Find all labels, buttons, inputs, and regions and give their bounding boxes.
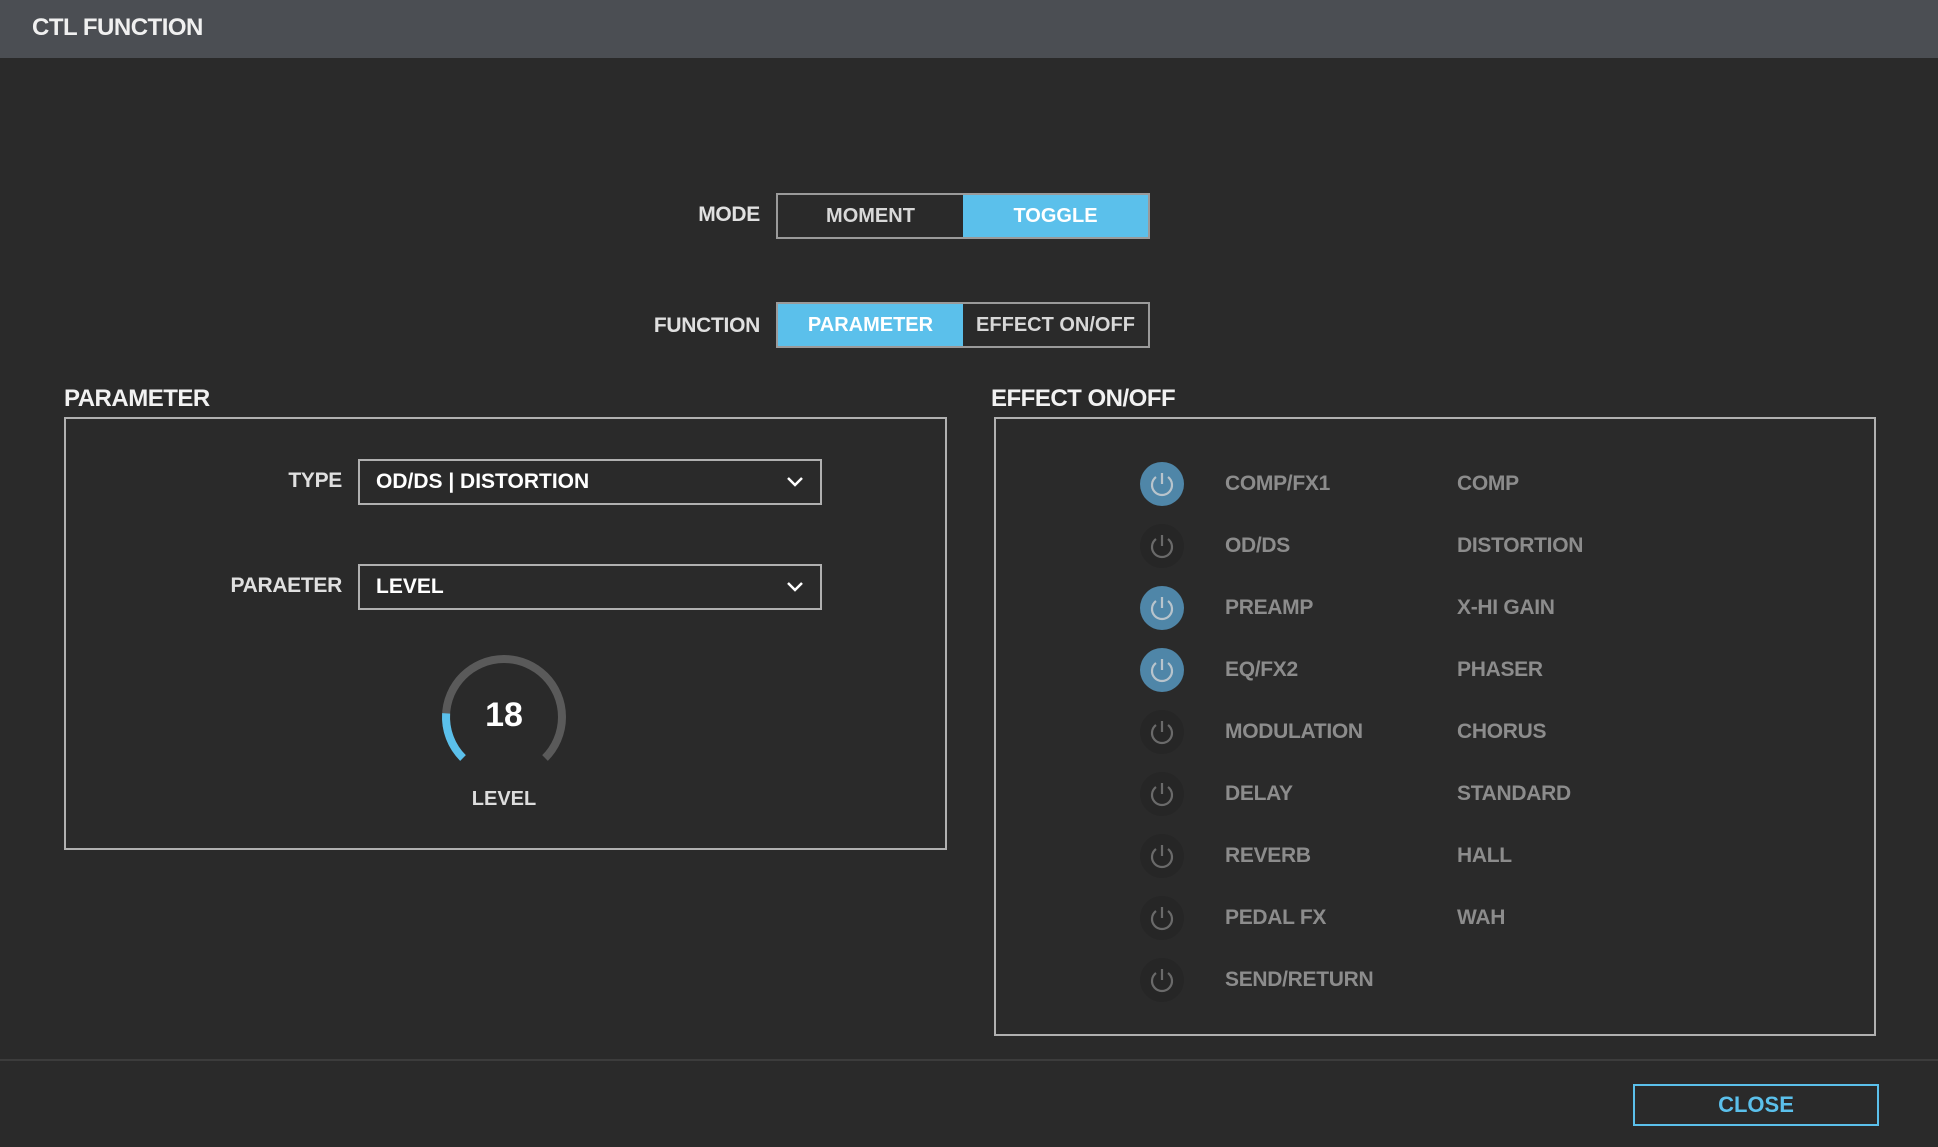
effect-row: PEDAL FX WAH <box>1140 896 1840 940</box>
type-value: OD/DS | DISTORTION <box>376 470 590 493</box>
mode-segmented-control: MOMENT TOGGLE <box>776 193 1150 239</box>
effect-row: EQ/FX2 PHASER <box>1140 648 1840 692</box>
effect-type: WAH <box>1457 906 1506 929</box>
effect-row: SEND/RETURN <box>1140 958 1840 1002</box>
effect-row: DELAY STANDARD <box>1140 772 1840 816</box>
effect-row: COMP/FX1 COMP <box>1140 462 1840 506</box>
power-icon[interactable] <box>1140 648 1184 692</box>
effect-name: OD/DS <box>1225 534 1291 557</box>
effect-name: REVERB <box>1225 844 1311 867</box>
power-icon[interactable] <box>1140 524 1184 568</box>
power-icon[interactable] <box>1140 772 1184 816</box>
effect-row: OD/DS DISTORTION <box>1140 524 1840 568</box>
effect-type: PHASER <box>1457 658 1543 681</box>
footer-divider <box>0 1059 1938 1061</box>
effect-name: COMP/FX1 <box>1225 472 1330 495</box>
mode-label: MODE <box>698 203 760 226</box>
knob-label: LEVEL <box>471 788 537 810</box>
effect-name: PREAMP <box>1225 596 1314 619</box>
effect-row: REVERB HALL <box>1140 834 1840 878</box>
power-icon[interactable] <box>1140 958 1184 1002</box>
function-segmented-control: PARAMETER EFFECT ON/OFF <box>776 302 1150 348</box>
knob-value: 18 <box>485 696 523 734</box>
parameter-panel <box>64 417 947 850</box>
chevron-down-icon <box>787 477 803 487</box>
effect-onoff-heading: EFFECT ON/OFF <box>991 385 1176 412</box>
effect-row: MODULATION CHORUS <box>1140 710 1840 754</box>
power-icon[interactable] <box>1140 462 1184 506</box>
effect-name: MODULATION <box>1225 720 1363 743</box>
parameter-label: PARAETER <box>230 574 342 597</box>
power-icon[interactable] <box>1140 710 1184 754</box>
effect-name: EQ/FX2 <box>1225 658 1298 681</box>
parameter-value: LEVEL <box>376 575 444 598</box>
effect-name: DELAY <box>1225 782 1293 805</box>
type-dropdown[interactable]: OD/DS | DISTORTION <box>358 459 822 505</box>
power-icon[interactable] <box>1140 896 1184 940</box>
close-button[interactable]: CLOSE <box>1633 1084 1879 1126</box>
parameter-dropdown[interactable]: LEVEL <box>358 564 822 610</box>
function-parameter-button[interactable]: PARAMETER <box>778 304 963 346</box>
effect-name: PEDAL FX <box>1225 906 1327 929</box>
effect-name: SEND/RETURN <box>1225 968 1374 991</box>
function-effect-onoff-button[interactable]: EFFECT ON/OFF <box>976 313 1135 336</box>
mode-moment-button[interactable]: MOMENT <box>826 204 915 227</box>
knob-fill <box>442 713 466 761</box>
effect-type: HALL <box>1457 844 1512 867</box>
power-icon[interactable] <box>1140 834 1184 878</box>
dialog-title: CTL FUNCTION <box>32 14 203 41</box>
level-knob[interactable] <box>439 652 569 782</box>
parameter-heading: PARAMETER <box>64 385 210 412</box>
title-bar <box>0 0 1938 58</box>
function-label: FUNCTION <box>653 314 760 337</box>
effect-type: X-HI GAIN <box>1457 596 1555 619</box>
effect-type: COMP <box>1457 472 1519 495</box>
effect-type: CHORUS <box>1457 720 1547 743</box>
mode-toggle-button[interactable]: TOGGLE <box>963 195 1148 237</box>
effect-type: STANDARD <box>1457 782 1571 805</box>
effect-onoff-panel <box>994 417 1876 1036</box>
effect-row: PREAMP X-HI GAIN <box>1140 586 1840 630</box>
power-icon[interactable] <box>1140 586 1184 630</box>
type-label: TYPE <box>288 469 342 492</box>
effect-type: DISTORTION <box>1457 534 1584 557</box>
chevron-down-icon <box>787 582 803 592</box>
